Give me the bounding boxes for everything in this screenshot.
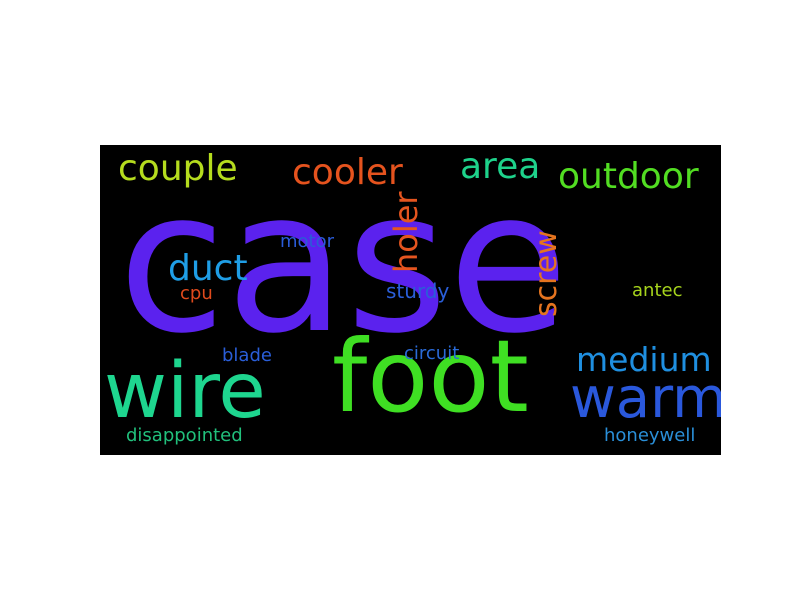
word-warm: warm: [570, 366, 721, 431]
word-motor: motor: [280, 231, 335, 252]
word-circuit: circuit: [404, 343, 460, 364]
word-couple: couple: [118, 148, 238, 189]
word-cpu: cpu: [180, 283, 213, 304]
word-area: area: [460, 146, 541, 187]
word-screw: screw: [529, 230, 564, 317]
word-honeywell: honeywell: [604, 425, 696, 446]
word-blade: blade: [222, 345, 272, 366]
word-duct: duct: [168, 248, 248, 289]
word-cooler: cooler: [292, 152, 403, 193]
word-cloud: case foot wire warm couple cooler area o…: [100, 145, 721, 455]
word-foot: foot: [332, 318, 529, 435]
word-antec: antec: [632, 280, 683, 301]
word-medium: medium: [576, 340, 712, 379]
word-holer: holer: [387, 191, 425, 273]
word-wire: wire: [104, 347, 266, 436]
word-case: case: [118, 149, 569, 377]
word-sturdy: sturdy: [386, 279, 450, 303]
word-outdoor: outdoor: [558, 156, 699, 197]
word-disappointed: disappointed: [126, 425, 243, 446]
